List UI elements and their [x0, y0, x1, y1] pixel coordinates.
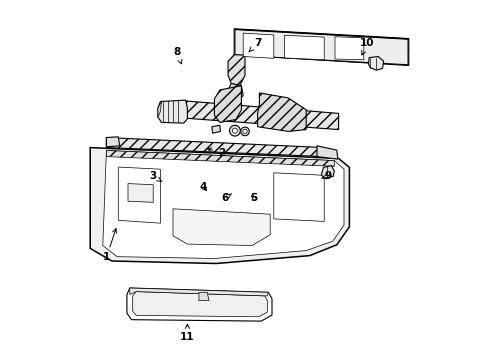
Text: 11: 11	[180, 324, 195, 342]
Circle shape	[229, 125, 240, 136]
Polygon shape	[184, 101, 339, 130]
Polygon shape	[215, 86, 242, 122]
Polygon shape	[212, 125, 220, 133]
Polygon shape	[274, 173, 324, 221]
Text: 3: 3	[149, 171, 162, 182]
Circle shape	[241, 127, 249, 136]
Polygon shape	[130, 288, 269, 296]
Text: 7: 7	[249, 38, 261, 52]
Text: 10: 10	[360, 38, 375, 55]
Text: 1: 1	[103, 229, 117, 262]
Polygon shape	[321, 166, 334, 178]
Text: 2: 2	[207, 148, 225, 158]
Polygon shape	[106, 137, 120, 147]
Circle shape	[243, 129, 247, 134]
Text: 5: 5	[250, 193, 258, 203]
Polygon shape	[90, 148, 349, 264]
Text: 4: 4	[200, 182, 207, 192]
Polygon shape	[173, 209, 270, 246]
Polygon shape	[243, 33, 274, 58]
Polygon shape	[103, 150, 344, 258]
Polygon shape	[368, 57, 384, 70]
Polygon shape	[258, 93, 306, 131]
Polygon shape	[158, 100, 187, 123]
Text: 8: 8	[173, 47, 182, 64]
Polygon shape	[235, 30, 408, 65]
Polygon shape	[127, 288, 272, 321]
Polygon shape	[335, 37, 364, 60]
Polygon shape	[285, 35, 324, 60]
Polygon shape	[199, 292, 209, 301]
Polygon shape	[234, 29, 409, 66]
Polygon shape	[317, 146, 338, 159]
Polygon shape	[106, 138, 324, 157]
Polygon shape	[158, 102, 162, 117]
Polygon shape	[128, 184, 153, 202]
Polygon shape	[118, 167, 160, 223]
Text: 9: 9	[321, 171, 331, 181]
Polygon shape	[106, 150, 334, 166]
Polygon shape	[133, 292, 268, 317]
Circle shape	[232, 128, 238, 133]
Polygon shape	[228, 55, 245, 86]
Text: 6: 6	[221, 193, 232, 203]
Polygon shape	[227, 84, 243, 103]
